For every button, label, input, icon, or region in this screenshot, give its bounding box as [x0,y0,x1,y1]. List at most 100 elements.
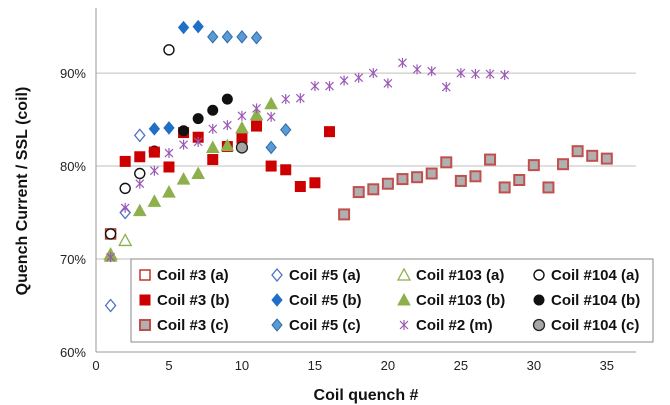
point-coil-103-b [220,138,235,152]
legend-label-coil-3-b: Coil #3 (b) [157,292,230,309]
legend-label-coil-104-a: Coil #104 (a) [551,267,639,284]
point-coil-2-m [427,66,437,77]
point-coil-3-b [148,146,160,158]
point-coil-3-c [352,186,365,199]
x-tick-label: 30 [527,358,541,373]
point-coil-5-a [133,128,146,143]
point-coil-2-m [164,148,174,159]
y-axis-title: Quench Current / SSL (coil) [14,87,31,296]
point-coil-3-b [251,120,263,132]
point-coil-3-c [338,208,351,221]
point-coil-3-c [425,167,438,180]
point-coil-2-m [222,120,232,131]
point-coil-2-m [354,72,364,83]
legend-marker-coil-104-a [533,269,545,281]
legend-marker-coil-104-b [533,294,545,306]
point-coil-103-a [118,233,133,247]
legend-label-coil-3-c: Coil #3 (c) [157,317,229,334]
axes: 60% 70% 80% 90% 0 5 10 15 20 25 30 35 [60,8,636,373]
point-coil-2-m [441,82,451,93]
x-tick-label: 5 [165,358,172,373]
point-coil-2-m [135,178,145,189]
point-coil-2-m [485,69,495,80]
legend-marker-coil-103-a [396,267,412,281]
point-coil-104-c [235,141,249,154]
point-coil-3-c [411,171,424,184]
point-coil-3-b [119,155,131,167]
point-coil-2-m [471,69,480,80]
point-coil-3-c [586,149,599,162]
grid-lines [96,72,636,260]
point-coil-3-b [134,151,146,163]
point-coil-2-m [179,139,188,150]
point-coil-2-m [193,136,203,147]
legend-marker-coil-5-b [271,293,283,307]
legend-label-coil-104-b: Coil #104 (b) [551,292,640,309]
legend-label-coil-104-c: Coil #104 (c) [551,317,639,334]
point-coil-3-c [469,170,482,183]
point-coil-3-b [207,154,219,166]
point-coil-3-b [265,160,277,172]
point-coil-104-a [119,182,131,195]
point-coil-3-b [280,164,292,176]
point-coil-104-b [207,104,219,116]
point-coil-2-m [266,111,276,122]
point-coil-3-c [498,181,511,194]
point-coil-3-c [454,174,467,187]
legend-marker-coil-103-b [397,292,411,306]
point-coil-3-c [396,173,409,186]
y-tick-label: 60% [60,345,86,360]
point-coil-5-b [192,19,204,34]
point-coil-2-m [339,75,349,86]
legend-marker-coil-5-c [271,318,283,332]
point-coil-104-b [178,125,190,137]
point-coil-3-c [484,153,497,166]
point-coil-5-c [265,140,277,155]
x-tick-label: 0 [92,358,99,373]
point-coil-5-c [221,30,234,44]
point-coil-3-c [557,158,570,171]
legend-label-coil-5-b: Coil #5 (b) [289,292,362,309]
point-coil-3-c [527,159,540,172]
legend-marker-coil-104-c [532,318,546,332]
point-coil-2-m [383,78,393,89]
point-coil-3-b [294,181,306,193]
point-coil-2-m [295,93,305,104]
point-coil-103-b [147,194,162,207]
point-coil-103-b [264,96,278,110]
legend-label-coil-5-a: Coil #5 (a) [289,267,361,284]
point-coil-103-b [249,107,264,121]
legend-box [130,258,654,343]
legend-label-coil-2-m: Coil #2 (m) [416,317,493,334]
point-coil-3-c [513,174,526,186]
point-coil-103-b [191,166,206,179]
point-coil-103-b [162,185,176,198]
x-tick-label: 20 [381,358,395,373]
legend-marker-coil-3-a [139,269,151,281]
point-coil-103-b [205,140,220,153]
legend-label-coil-5-c: Coil #5 (c) [289,317,361,334]
x-tick-label: 10 [235,358,249,373]
point-coil-3-c [571,145,584,158]
x-tick-label: 35 [600,358,614,373]
point-coil-5-b [148,122,161,136]
point-coil-2-m [120,202,130,213]
point-coil-2-m [310,81,320,92]
point-coil-2-m [500,69,510,80]
point-coil-3-c [440,156,453,169]
y-tick-label: 70% [60,252,86,267]
point-coil-3-c [542,181,555,194]
legend-label-coil-103-b: Coil #103 (b) [416,292,505,309]
legend-marker-coil-3-c [139,319,151,331]
y-tick-label: 80% [60,159,86,174]
legend-label-coil-103-a: Coil #103 (a) [416,267,504,284]
point-coil-2-m [149,165,159,176]
point-coil-103-b [235,120,249,134]
x-tick-label: 15 [308,358,322,373]
point-coil-3-b [163,161,175,173]
point-coil-5-b [177,20,190,35]
point-coil-3-c [367,183,380,196]
point-coil-104-a [134,167,146,180]
point-coil-5-c [250,30,263,45]
point-coil-2-m [281,94,291,105]
